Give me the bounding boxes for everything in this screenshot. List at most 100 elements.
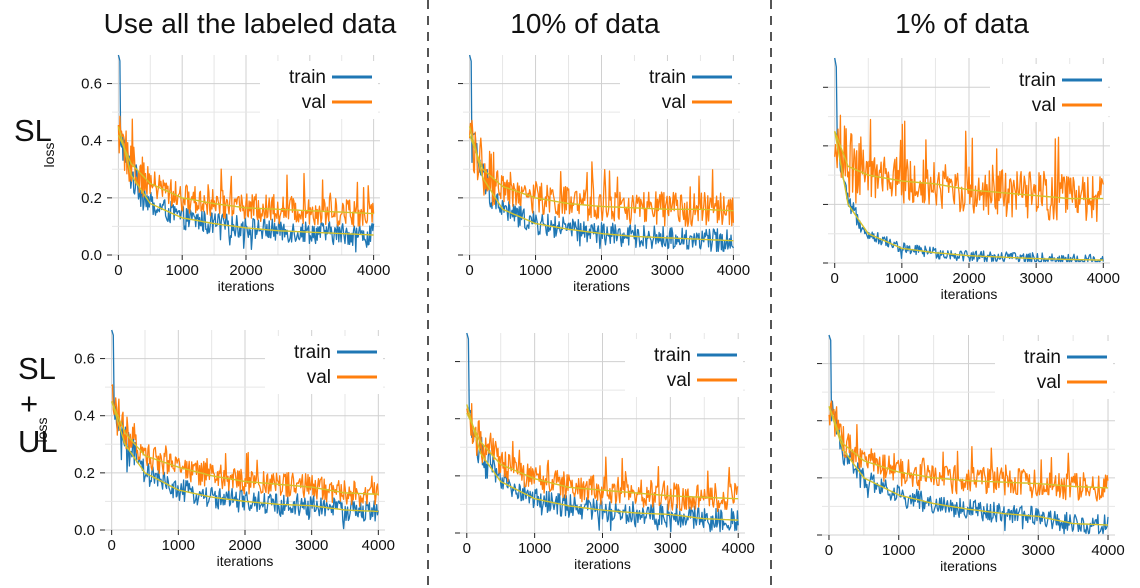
x-tick-label: 3000 bbox=[654, 540, 687, 557]
x-tick-label: 4000 bbox=[722, 540, 755, 557]
x-tick-label: 0 bbox=[463, 540, 471, 557]
smoothed-line-val bbox=[466, 412, 739, 500]
y-tick-label: 0.2 bbox=[74, 465, 95, 482]
column-title: 1% of data bbox=[895, 8, 1029, 39]
x-tick-label: 0 bbox=[465, 262, 473, 279]
row-label-sl: SL bbox=[14, 113, 52, 148]
x-axis-label: iterations bbox=[217, 553, 274, 569]
legend: train val bbox=[260, 61, 378, 119]
row-label-sl-ul-part: + bbox=[20, 386, 38, 421]
x-tick-label: 2000 bbox=[952, 542, 985, 559]
chart-panel-sl-10: 0 1000 2000 3000 4000 iterations train val bbox=[458, 54, 750, 294]
x-axis-label: iterations bbox=[574, 556, 631, 572]
column-title: 10% of data bbox=[510, 8, 660, 39]
y-axis-label: loss bbox=[41, 143, 57, 168]
x-axis-label: iterations bbox=[573, 278, 630, 294]
y-tick-label: 0.0 bbox=[81, 247, 102, 264]
legend: train val bbox=[620, 61, 738, 119]
chart-panel-slul-1: 0 1000 2000 3000 4000 iterations train val bbox=[817, 334, 1125, 574]
column-titles: Use all the labeled data 10% of data 1% of… bbox=[104, 8, 1030, 39]
x-tick-label: 1000 bbox=[882, 542, 915, 559]
row-label-sl-ul-part: SL bbox=[18, 351, 56, 386]
series-line-train bbox=[834, 57, 1104, 263]
smoothed-line-train bbox=[466, 404, 739, 521]
x-tick-label: 3000 bbox=[295, 537, 328, 554]
legend-label-train: train bbox=[294, 342, 331, 363]
x-tick-label: 2000 bbox=[585, 262, 618, 279]
x-tick-label: 0 bbox=[107, 537, 115, 554]
legend: train val bbox=[990, 64, 1108, 122]
smoothed-line-val bbox=[117, 134, 374, 215]
legend-box bbox=[265, 336, 383, 394]
smoothed-line-train bbox=[834, 131, 1104, 261]
legend-label-val: val bbox=[667, 370, 691, 391]
x-axis-label: iterations bbox=[940, 558, 997, 574]
legend-box bbox=[260, 61, 378, 119]
x-tick-label: 2000 bbox=[586, 540, 619, 557]
y-tick-label: 0.2 bbox=[81, 190, 102, 207]
row-label-sl-ul-part: UL bbox=[18, 424, 58, 459]
legend-label-train: train bbox=[649, 67, 686, 88]
chart-panel-sl-all: 0 1000 2000 3000 4000 0.0 0.2 0.4 0.6 iterations l… bbox=[41, 54, 390, 294]
x-tick-label: 4000 bbox=[1091, 542, 1124, 559]
x-tick-label: 1000 bbox=[518, 540, 551, 557]
x-tick-label: 4000 bbox=[357, 262, 390, 279]
y-tick-label: 0.4 bbox=[74, 408, 95, 425]
series-line-train bbox=[111, 329, 379, 530]
smoothed-line-val bbox=[468, 134, 734, 212]
series-line-val bbox=[468, 119, 735, 227]
x-tick-label: 0 bbox=[825, 542, 833, 559]
chart-panels: 0 1000 2000 3000 4000 0.0 0.2 0.4 0.6 iterations l… bbox=[34, 54, 1125, 574]
x-axis-label: iterations bbox=[941, 286, 998, 302]
smoothed-line-val bbox=[834, 130, 1104, 200]
smoothed-line-val bbox=[111, 401, 379, 495]
x-tick-label: 1000 bbox=[519, 262, 552, 279]
column-dividers bbox=[427, 0, 772, 588]
x-tick-label: 0 bbox=[831, 270, 839, 287]
legend-label-val: val bbox=[1032, 95, 1056, 116]
legend-label-val: val bbox=[302, 92, 326, 113]
x-tick-label: 3000 bbox=[651, 262, 684, 279]
legend: train val bbox=[995, 341, 1113, 399]
legend: train val bbox=[265, 336, 383, 394]
y-tick-label: 0.6 bbox=[81, 76, 102, 93]
legend-label-val: val bbox=[662, 92, 686, 113]
column-title: Use all the labeled data bbox=[104, 8, 397, 39]
x-tick-label: 4000 bbox=[362, 537, 395, 554]
x-tick-label: 4000 bbox=[1087, 270, 1120, 287]
x-tick-label: 3000 bbox=[293, 262, 326, 279]
series-line-val bbox=[466, 403, 739, 513]
x-tick-label: 2000 bbox=[952, 270, 985, 287]
legend-label-train: train bbox=[1024, 347, 1061, 368]
y-tick-label: 0.6 bbox=[74, 351, 95, 368]
chart-panel-slul-10: 0 1000 2000 3000 4000 iterations train val bbox=[455, 332, 755, 572]
x-tick-label: 2000 bbox=[229, 262, 262, 279]
chart-panel-sl-1: 0 1000 2000 3000 4000 iterations train val bbox=[823, 57, 1120, 302]
smoothed-line-train bbox=[111, 401, 379, 513]
legend-label-train: train bbox=[1019, 70, 1056, 91]
legend-box bbox=[990, 64, 1108, 122]
legend-box bbox=[620, 61, 738, 119]
legend-label-train: train bbox=[289, 67, 326, 88]
y-tick-label: 0.0 bbox=[74, 522, 95, 539]
smoothed-line-val bbox=[828, 406, 1109, 489]
chart-panel-slul-all: 0 1000 2000 3000 4000 0.0 0.2 0.4 0.6 iterations l… bbox=[34, 329, 395, 569]
legend-label-train: train bbox=[654, 345, 691, 366]
smoothed-line-train bbox=[468, 126, 734, 242]
series-line-val bbox=[117, 115, 375, 227]
smoothed-line-train bbox=[117, 126, 374, 236]
series-line-train bbox=[466, 332, 739, 533]
y-axis-label: loss bbox=[34, 418, 50, 443]
x-tick-label: 2000 bbox=[228, 537, 261, 554]
smoothed-line-train bbox=[828, 406, 1109, 526]
legend-box bbox=[625, 339, 743, 397]
x-tick-label: 1000 bbox=[162, 537, 195, 554]
legend-box bbox=[995, 341, 1113, 399]
legend-label-val: val bbox=[1037, 372, 1061, 393]
x-tick-label: 0 bbox=[114, 262, 122, 279]
x-tick-label: 3000 bbox=[1022, 542, 1055, 559]
legend-label-val: val bbox=[307, 367, 331, 388]
x-tick-label: 1000 bbox=[885, 270, 918, 287]
